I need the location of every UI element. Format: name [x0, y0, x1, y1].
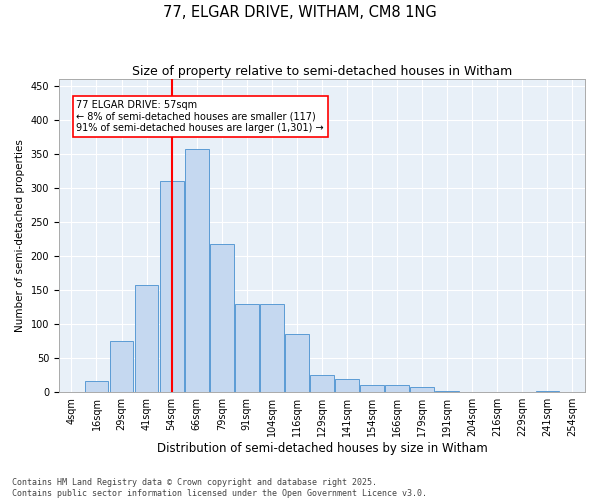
Text: Contains HM Land Registry data © Crown copyright and database right 2025.
Contai: Contains HM Land Registry data © Crown c… [12, 478, 427, 498]
Bar [335, 378, 359, 392]
Bar [310, 375, 334, 392]
Bar [260, 304, 284, 392]
Bar [536, 391, 559, 392]
Y-axis label: Number of semi-detached properties: Number of semi-detached properties [15, 140, 25, 332]
Bar [85, 380, 109, 392]
Bar [410, 388, 434, 392]
Bar [134, 284, 158, 392]
Bar [185, 148, 209, 392]
Text: 77, ELGAR DRIVE, WITHAM, CM8 1NG: 77, ELGAR DRIVE, WITHAM, CM8 1NG [163, 5, 437, 20]
X-axis label: Distribution of semi-detached houses by size in Witham: Distribution of semi-detached houses by … [157, 442, 487, 455]
Title: Size of property relative to semi-detached houses in Witham: Size of property relative to semi-detach… [132, 65, 512, 78]
Bar [436, 391, 459, 392]
Bar [160, 181, 184, 392]
Bar [285, 334, 309, 392]
Bar [210, 244, 233, 392]
Bar [385, 384, 409, 392]
Bar [110, 341, 133, 392]
Bar [235, 304, 259, 392]
Bar [360, 384, 384, 392]
Text: 77 ELGAR DRIVE: 57sqm
← 8% of semi-detached houses are smaller (117)
91% of semi: 77 ELGAR DRIVE: 57sqm ← 8% of semi-detac… [76, 100, 324, 133]
